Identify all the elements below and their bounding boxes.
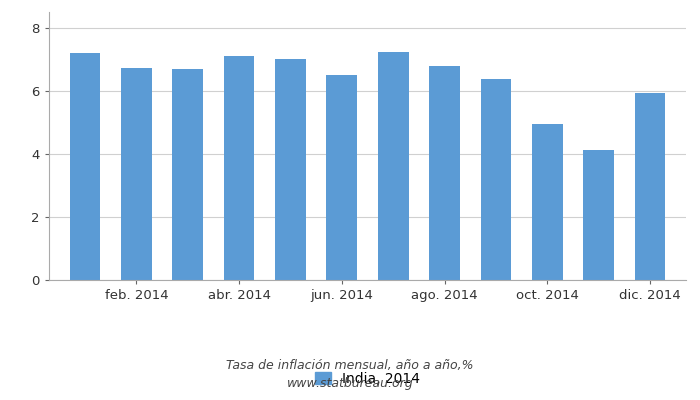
Bar xyxy=(583,150,614,280)
Bar xyxy=(429,66,460,280)
Text: Tasa de inflación mensual, año a año,%: Tasa de inflación mensual, año a año,% xyxy=(226,360,474,372)
Bar xyxy=(635,93,666,280)
Bar xyxy=(69,53,100,280)
Legend: India, 2014: India, 2014 xyxy=(314,372,421,386)
Bar xyxy=(326,75,357,280)
Bar xyxy=(275,59,306,280)
Bar xyxy=(378,52,409,280)
Bar xyxy=(532,124,563,280)
Bar xyxy=(480,80,511,280)
Bar xyxy=(172,69,203,280)
Bar xyxy=(121,68,152,280)
Text: www.statbureau.org: www.statbureau.org xyxy=(287,378,413,390)
Bar xyxy=(224,56,255,280)
